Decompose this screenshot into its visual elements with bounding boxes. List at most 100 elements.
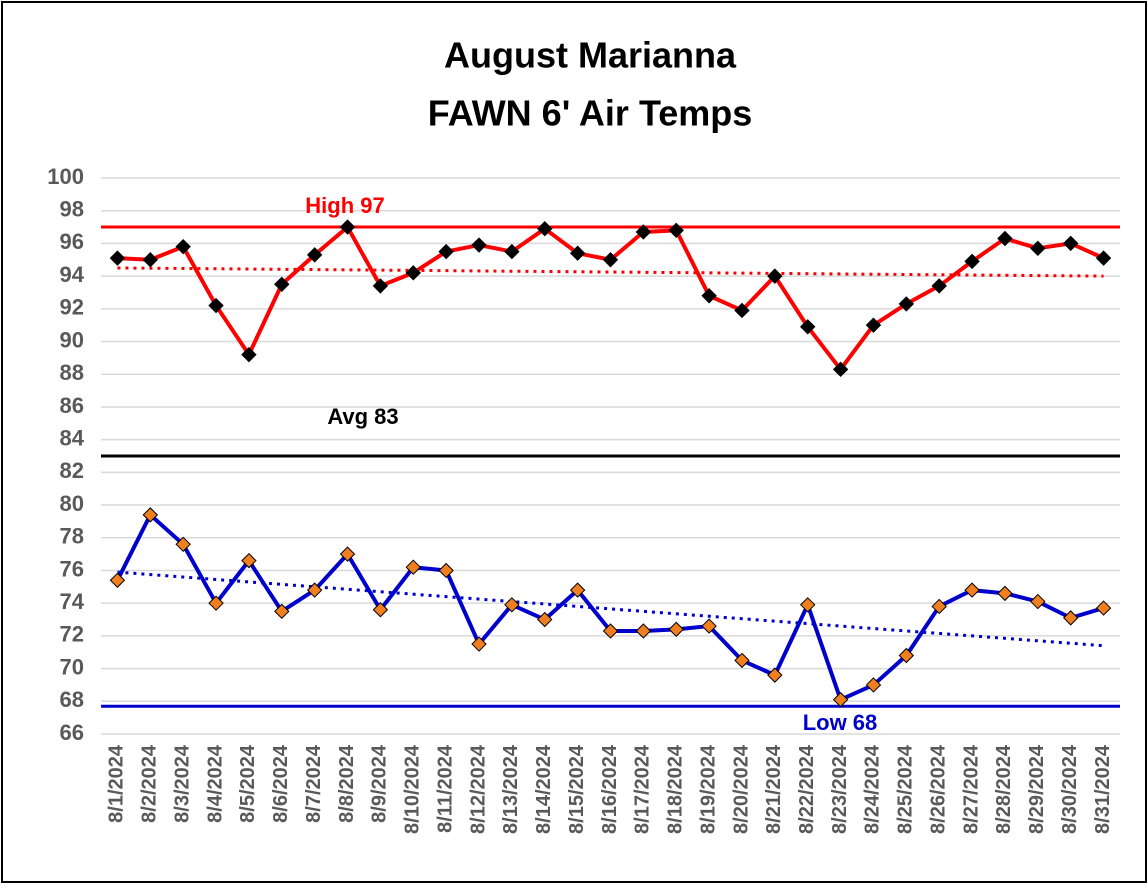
marker bbox=[997, 585, 1013, 602]
marker bbox=[734, 652, 750, 669]
y-tick-label: 88 bbox=[60, 360, 84, 385]
x-tick-label: 8/2/2024 bbox=[139, 744, 161, 823]
x-tick-label: 8/20/2024 bbox=[730, 744, 752, 834]
x-tick-label: 8/7/2024 bbox=[303, 744, 325, 823]
x-tick-label: 8/24/2024 bbox=[862, 744, 884, 834]
marker bbox=[504, 243, 520, 260]
marker bbox=[471, 636, 487, 652]
marker bbox=[898, 296, 915, 312]
x-tick-label: 8/23/2024 bbox=[829, 744, 851, 834]
marker bbox=[306, 247, 323, 263]
marker bbox=[964, 253, 980, 270]
x-tick-label: 8/29/2024 bbox=[1026, 744, 1048, 834]
marker bbox=[997, 230, 1013, 247]
marker bbox=[405, 265, 421, 281]
marker bbox=[1030, 593, 1046, 610]
x-tick-label: 8/11/2024 bbox=[434, 744, 456, 833]
marker bbox=[274, 603, 290, 620]
marker bbox=[504, 597, 520, 613]
marker bbox=[142, 252, 159, 268]
reference-label: Avg 83 bbox=[327, 404, 398, 429]
x-tick-label: 8/28/2024 bbox=[993, 744, 1015, 834]
x-tick-label: 8/4/2024 bbox=[204, 744, 226, 823]
y-tick-label: 70 bbox=[60, 654, 84, 679]
marker bbox=[832, 691, 849, 708]
marker bbox=[306, 582, 323, 598]
y-tick-label: 92 bbox=[60, 295, 84, 320]
x-tick-label: 8/8/2024 bbox=[336, 744, 358, 823]
y-tick-label: 68 bbox=[60, 687, 84, 712]
marker bbox=[438, 562, 454, 579]
x-tick-label: 8/12/2024 bbox=[467, 744, 489, 834]
marker bbox=[1062, 235, 1079, 252]
marker bbox=[635, 623, 652, 639]
marker bbox=[109, 572, 126, 588]
y-tick-label: 78 bbox=[60, 524, 84, 549]
chart-title: August Marianna bbox=[444, 35, 737, 76]
marker bbox=[241, 346, 257, 363]
y-tick-label: 74 bbox=[60, 589, 85, 614]
marker bbox=[142, 507, 159, 523]
marker bbox=[734, 302, 750, 319]
marker bbox=[175, 536, 191, 553]
x-tick-label: 8/21/2024 bbox=[763, 744, 785, 834]
marker bbox=[109, 250, 126, 266]
x-tick-label: 8/13/2024 bbox=[500, 744, 522, 834]
marker bbox=[865, 317, 882, 333]
x-tick-label: 8/31/2024 bbox=[1092, 744, 1114, 834]
x-tick-label: 8/18/2024 bbox=[665, 744, 687, 834]
marker bbox=[438, 243, 454, 260]
marker bbox=[1062, 610, 1079, 626]
marker bbox=[569, 245, 586, 261]
marker bbox=[931, 278, 947, 294]
marker bbox=[668, 222, 684, 239]
marker bbox=[1095, 250, 1112, 266]
y-tick-label: 86 bbox=[60, 393, 84, 418]
marker bbox=[832, 361, 849, 378]
y-tick-label: 80 bbox=[60, 491, 84, 516]
x-tick-label: 8/25/2024 bbox=[895, 744, 917, 834]
chart-title: FAWN 6' Air Temps bbox=[428, 93, 753, 134]
y-tick-label: 76 bbox=[60, 556, 84, 581]
x-tick-label: 8/1/2024 bbox=[106, 744, 128, 823]
marker bbox=[372, 278, 389, 294]
x-tick-label: 8/17/2024 bbox=[632, 744, 654, 834]
marker bbox=[964, 582, 980, 598]
y-tick-label: 96 bbox=[60, 229, 84, 254]
x-tick-label: 8/3/2024 bbox=[171, 744, 193, 823]
x-tick-label: 8/19/2024 bbox=[697, 744, 719, 834]
marker bbox=[668, 621, 684, 638]
x-tick-label: 8/9/2024 bbox=[369, 744, 391, 823]
marker bbox=[537, 611, 553, 628]
trend-line bbox=[117, 570, 1104, 648]
y-tick-label: 98 bbox=[60, 197, 84, 222]
marker bbox=[537, 220, 553, 237]
reference-label: High 97 bbox=[305, 193, 384, 218]
marker bbox=[635, 224, 652, 240]
y-tick-label: 84 bbox=[60, 425, 85, 450]
reference-label: Low 68 bbox=[803, 710, 878, 735]
marker bbox=[339, 219, 356, 235]
marker bbox=[339, 546, 356, 562]
x-tick-label: 8/30/2024 bbox=[1059, 744, 1081, 834]
marker bbox=[405, 559, 421, 575]
x-tick-label: 8/6/2024 bbox=[270, 744, 292, 823]
marker bbox=[800, 597, 816, 613]
x-tick-label: 8/5/2024 bbox=[237, 744, 259, 823]
marker bbox=[701, 288, 717, 304]
y-tick-label: 90 bbox=[60, 327, 84, 352]
x-tick-label: 8/26/2024 bbox=[927, 744, 949, 834]
x-tick-label: 8/16/2024 bbox=[599, 744, 621, 834]
x-tick-label: 8/27/2024 bbox=[960, 744, 982, 834]
x-tick-label: 8/22/2024 bbox=[796, 744, 818, 834]
marker bbox=[1095, 600, 1112, 616]
marker bbox=[372, 602, 389, 618]
marker bbox=[175, 238, 191, 255]
marker bbox=[241, 552, 257, 569]
x-tick-label: 8/10/2024 bbox=[402, 744, 424, 834]
x-tick-label: 8/14/2024 bbox=[533, 744, 555, 834]
y-tick-label: 82 bbox=[60, 458, 84, 483]
marker bbox=[800, 319, 816, 335]
marker bbox=[767, 667, 783, 683]
